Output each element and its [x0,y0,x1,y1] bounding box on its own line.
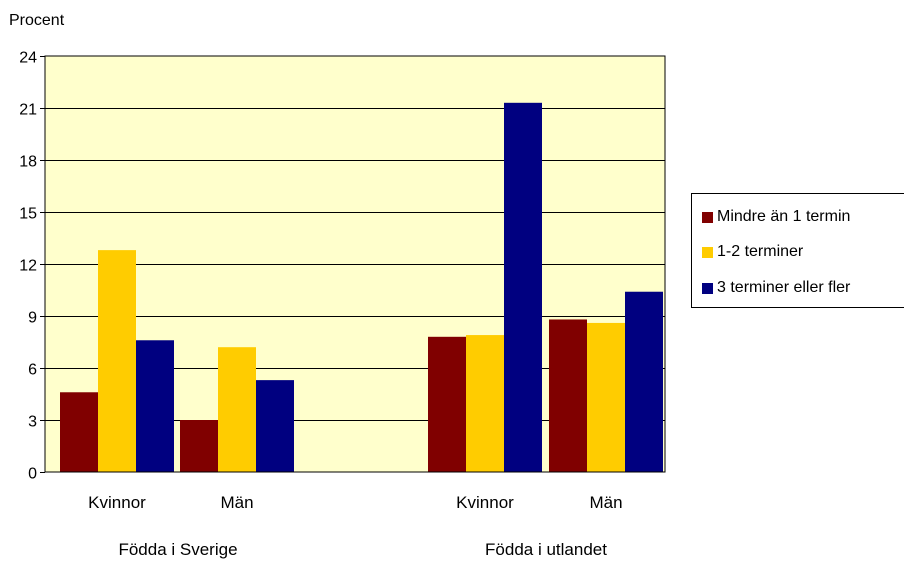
bar [504,102,542,473]
y-tick-label: 18 [19,154,37,171]
bar [98,250,136,472]
bar [218,347,256,472]
x-axis-labels: Kvinnor Män Kvinnor Män Födda i Sverige Födda… [88,493,622,559]
y-tick-label: 6 [28,362,37,379]
bars [60,102,663,473]
y-tick-label: 12 [19,258,37,275]
y-tick-label: 3 [28,414,37,431]
y-tick-label: 9 [28,310,37,327]
x-category-label: Män [589,493,622,512]
y-tick-label: 24 [19,50,37,67]
y-tick-label: 21 [19,102,37,119]
bar [136,340,174,472]
bar [428,336,466,472]
y-axis-label: Procent [9,12,65,29]
y-tick-label: 0 [28,466,37,483]
x-category-label: Kvinnor [456,493,514,512]
legend-label: Mindre än 1 termin [717,208,851,225]
legend-swatch [702,211,713,223]
bar [60,392,98,472]
bar [256,380,294,472]
y-tick-label: 15 [19,206,37,223]
legend-item: Mindre än 1 termin [702,207,850,227]
legend-label: 1-2 terminer [717,243,804,260]
legend: Mindre än 1 termin 1-2 terminer 3 terminer… [691,193,904,308]
x-category-label: Män [220,493,253,512]
bar [625,291,663,472]
bar [466,335,504,472]
x-category-label: Kvinnor [88,493,146,512]
y-axis-ticks: 0 3 6 9 12 15 18 21 24 [19,50,45,483]
bar [549,319,587,472]
bar [180,420,218,472]
legend-item: 1-2 terminer [702,242,803,262]
legend-item: 3 terminer eller fler [702,278,850,298]
x-group-label: Födda i Sverige [118,540,237,559]
legend-swatch [702,282,713,294]
legend-label: 3 terminer eller fler [717,279,851,296]
x-group-label: Födda i utlandet [485,540,607,559]
legend-swatch [702,246,713,258]
bar [587,322,625,472]
